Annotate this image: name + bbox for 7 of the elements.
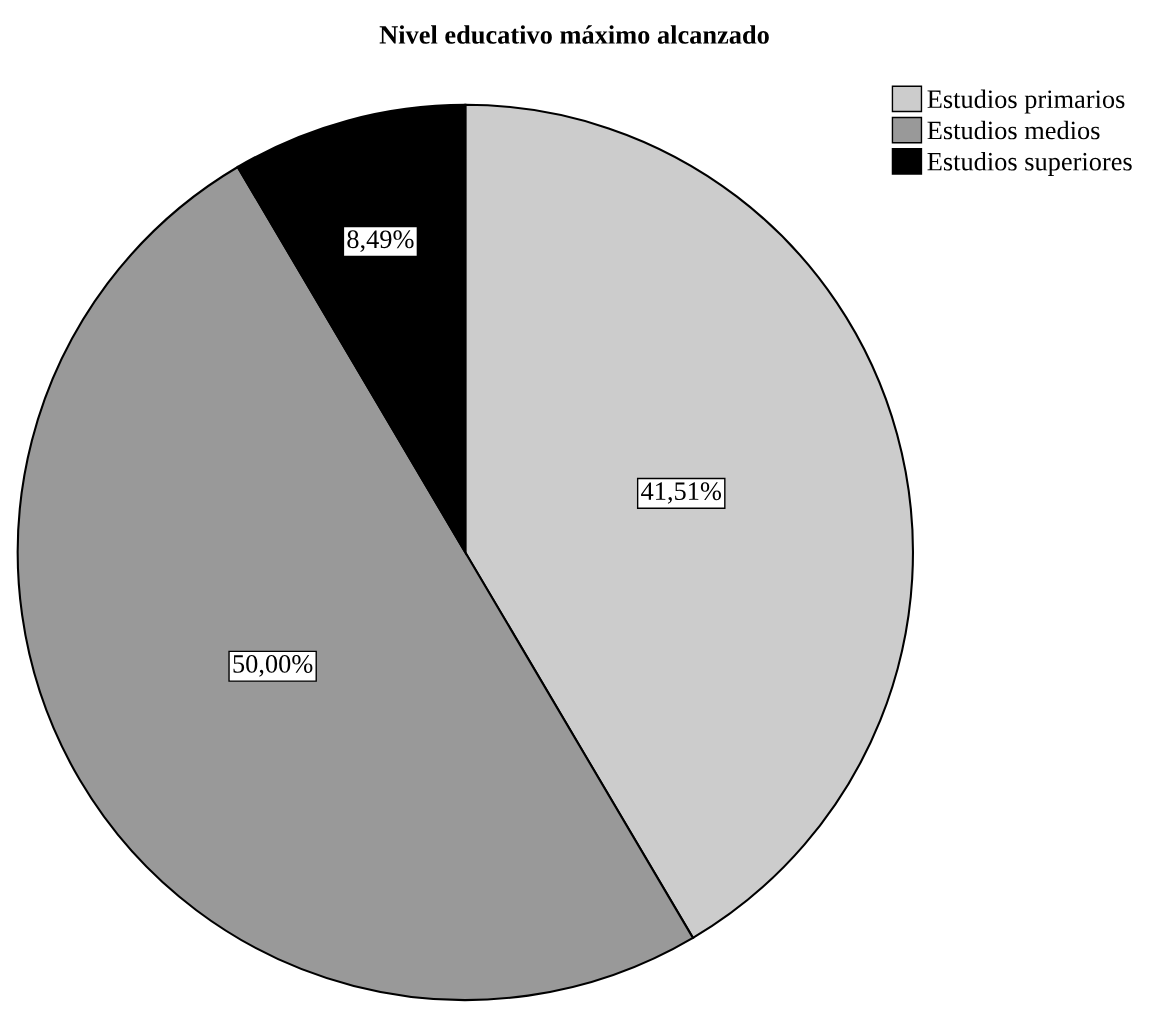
chart-title: Nivel educativo máximo alcanzado: [379, 25, 769, 44]
data-label: 50,00%: [233, 655, 313, 677]
data-label: 8,49%: [347, 230, 414, 252]
legend-label: Estudios primarios: [927, 89, 1125, 114]
data-label: 41,51%: [641, 482, 722, 504]
legend-label: Estudios medios: [927, 120, 1100, 140]
legend-label: Estudios superiores: [927, 151, 1132, 176]
